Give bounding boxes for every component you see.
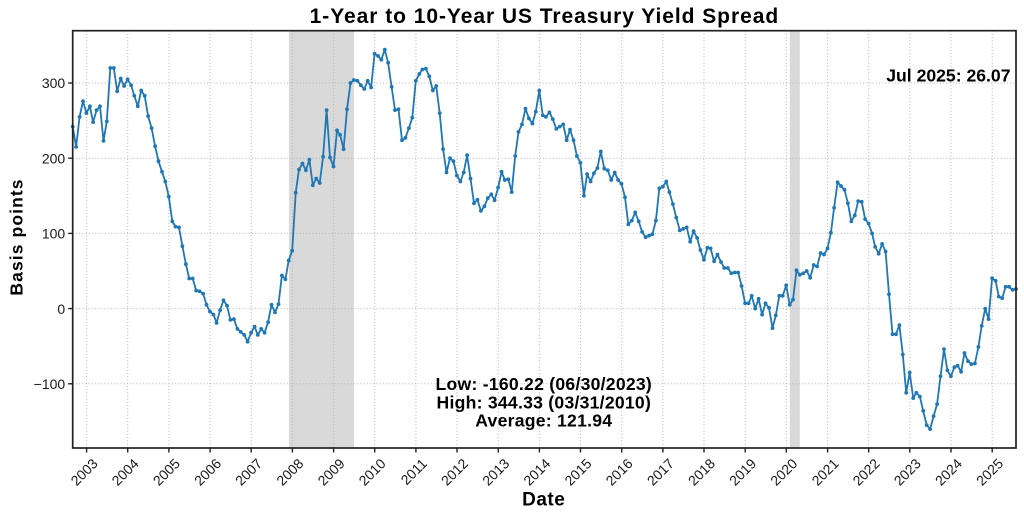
svg-text:Jul 2025: 26.07: Jul 2025: 26.07 [886,66,1010,86]
svg-text:High: 344.33 (03/31/2010): High: 344.33 (03/31/2010) [437,392,652,412]
svg-text:1-Year to 10-Year US Treasury: 1-Year to 10-Year US Treasury Yield Spre… [310,5,779,28]
svg-text:Date: Date [522,490,565,511]
svg-text:Low: -160.22 (06/30/2023): Low: -160.22 (06/30/2023) [436,374,653,394]
svg-text:200: 200 [42,150,66,166]
svg-text:Basis points: Basis points [7,178,27,295]
svg-text:0: 0 [57,301,65,317]
svg-text:−100: −100 [34,376,66,392]
svg-text:300: 300 [42,75,66,91]
svg-text:Average: 121.94: Average: 121.94 [475,411,612,431]
svg-text:100: 100 [42,226,66,242]
